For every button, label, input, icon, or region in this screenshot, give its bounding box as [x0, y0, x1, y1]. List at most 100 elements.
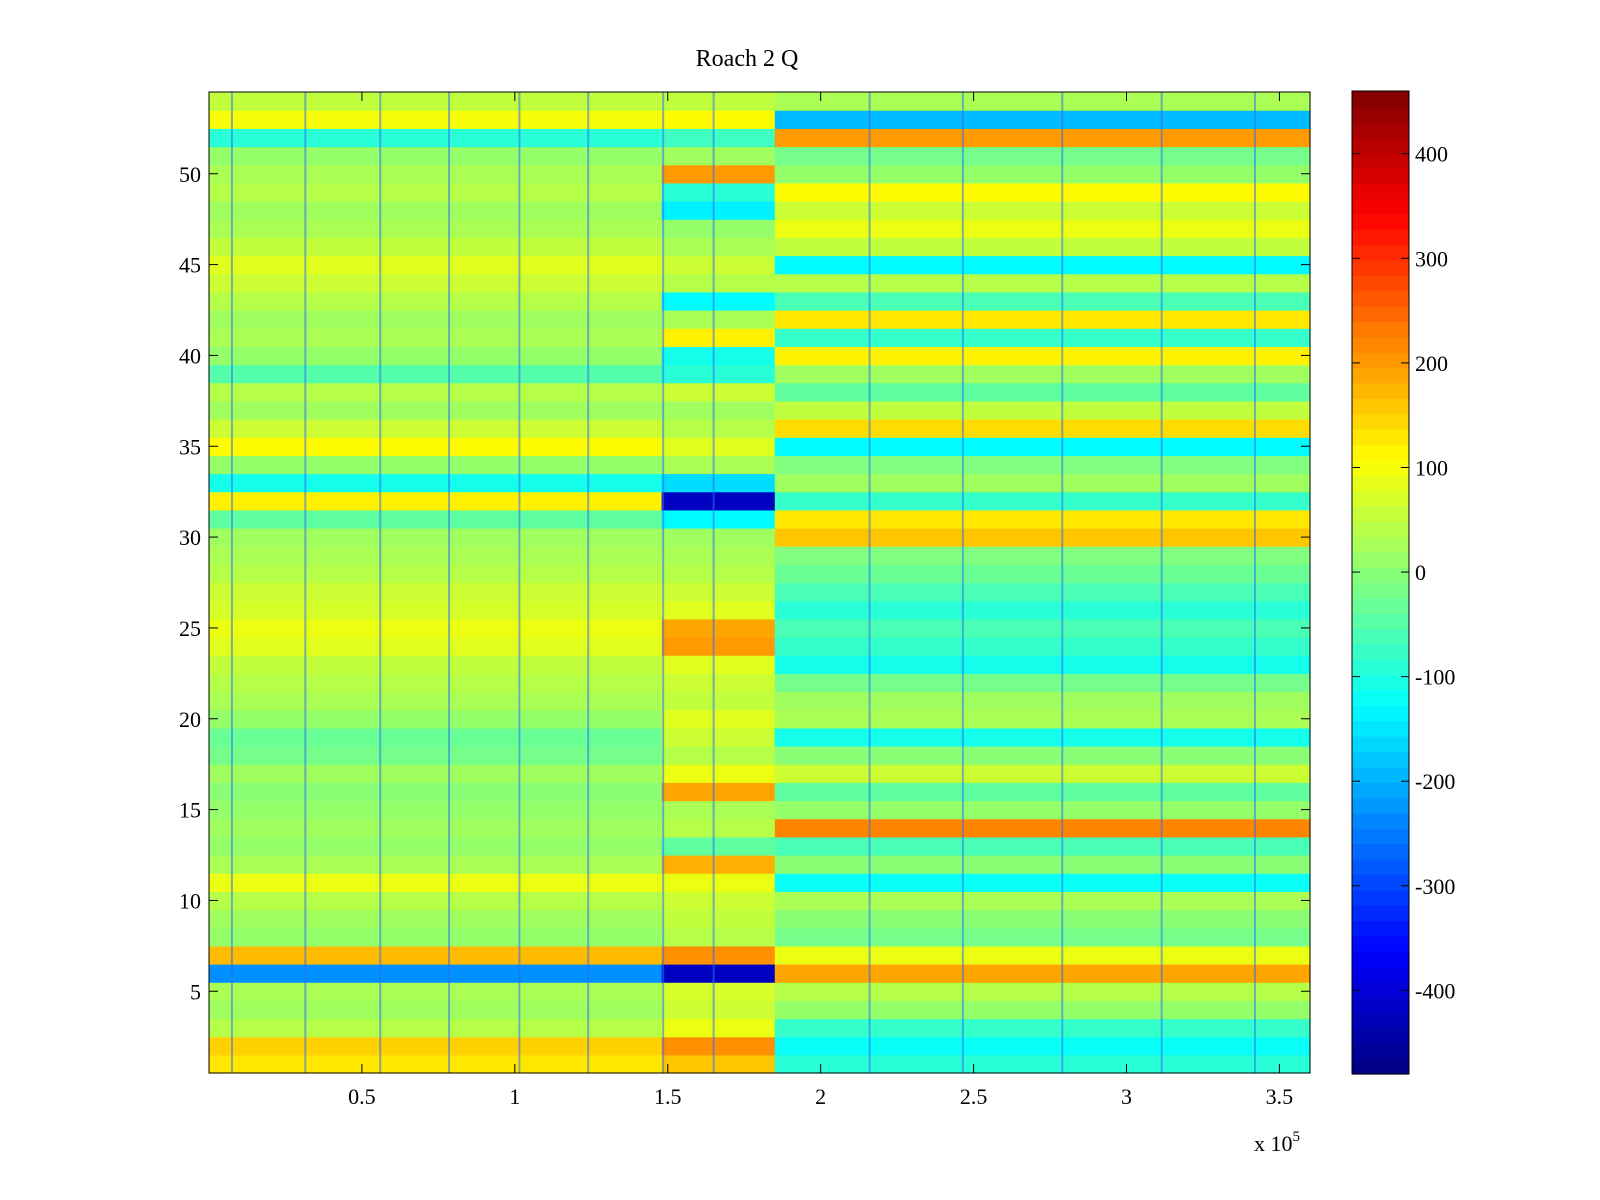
y-tick-label: 15	[179, 798, 201, 823]
colorbar-step	[1352, 705, 1409, 722]
heatmap-cell-ch30-middle	[661, 528, 776, 547]
colorbar-step	[1352, 981, 1409, 998]
colorbar-step	[1352, 828, 1409, 845]
heatmap-cell-ch11-late	[774, 873, 1311, 892]
heatmap-cell-ch15-middle	[661, 800, 776, 820]
heatmap-cell-ch19-early	[209, 727, 663, 747]
heatmap-cell-ch8-middle	[661, 927, 776, 947]
heatmap-cell-ch40-early	[209, 346, 663, 366]
heatmap-cell-ch10-late	[774, 891, 1311, 911]
heatmap-cell-ch20-late	[774, 709, 1311, 729]
heatmap-cell-ch46-middle	[661, 237, 776, 257]
x-tick-label: 3.5	[1266, 1084, 1294, 1109]
heatmap-cell-ch22-late	[774, 673, 1311, 693]
heatmap-cell-ch2-late	[774, 1036, 1311, 1056]
colorbar-step	[1352, 567, 1409, 584]
colorbar-step	[1352, 597, 1409, 614]
colorbar-step	[1352, 106, 1409, 123]
heatmap-cell-ch13-middle	[661, 836, 776, 856]
x-multiplier-exponent: 5	[1293, 1129, 1301, 1145]
heatmap-cell-ch9-early	[209, 909, 663, 929]
colorbar-step	[1352, 321, 1409, 338]
colorbar-tick-label: -400	[1415, 978, 1455, 1003]
heatmap-cell-ch16-late	[774, 782, 1311, 802]
heatmap-cell-ch52-late	[774, 128, 1311, 148]
heatmap-cell-ch21-middle	[661, 691, 776, 711]
heatmap-cell-ch38-early	[209, 382, 663, 402]
colorbar-step	[1352, 628, 1409, 645]
heatmap-cell-ch27-late	[774, 582, 1311, 602]
heatmap-cell-ch19-late	[774, 727, 1311, 747]
heatmap-cell-ch50-middle	[661, 164, 776, 184]
heatmap-cell-ch5-middle	[661, 982, 776, 1001]
heatmap-cell-ch40-late	[774, 346, 1311, 366]
heatmap-cell-ch25-middle	[661, 618, 776, 638]
heatmap-cell-ch34-late	[774, 455, 1311, 475]
colorbar-step	[1352, 997, 1409, 1014]
heatmap-cell-ch1-late	[774, 1054, 1311, 1074]
colorbar-step	[1352, 444, 1409, 461]
heatmap-cell-ch35-middle	[661, 437, 776, 456]
heatmap-cell-ch10-middle	[661, 891, 776, 911]
heatmap-cell-ch15-late	[774, 800, 1311, 820]
heatmap-cell-ch21-late	[774, 691, 1311, 711]
colorbar-step	[1352, 152, 1409, 169]
heatmap-cell-ch54-early	[209, 92, 663, 111]
heatmap-cell-ch7-middle	[661, 945, 776, 965]
heatmap-cell-ch22-middle	[661, 673, 776, 693]
heatmap-cell-ch3-middle	[661, 1018, 776, 1038]
y-tick-label: 50	[179, 162, 201, 187]
heatmap-cell-ch33-late	[774, 473, 1311, 493]
heatmap-cell-ch32-late	[774, 491, 1311, 511]
y-axis: 5 10 15 20 25 30 35 40 45 50	[179, 162, 1310, 1004]
heatmap-cell-ch41-early	[209, 328, 663, 347]
x-tick-label: 2.5	[960, 1084, 988, 1109]
colorbar-step	[1352, 1027, 1409, 1044]
heatmap-cell-ch3-early	[209, 1018, 663, 1038]
heatmap-cell-ch28-late	[774, 564, 1311, 584]
heatmap-cell-ch54-late	[774, 92, 1311, 111]
heatmap-cell-ch1-early	[209, 1054, 663, 1074]
heatmap-cell-ch30-early	[209, 528, 663, 547]
heatmap-cell-ch44-early	[209, 273, 663, 293]
y-tick-label: 5	[190, 979, 201, 1004]
colorbar-step	[1352, 736, 1409, 753]
heatmap-cell-ch14-early	[209, 818, 663, 838]
colorbar-step	[1352, 659, 1409, 676]
colorbar-step	[1352, 613, 1409, 630]
heatmap-cell-ch17-middle	[661, 764, 776, 783]
colorbar-step	[1352, 874, 1409, 891]
colorbar-tick-label: 0	[1415, 560, 1426, 585]
y-tick-label: 10	[179, 888, 201, 913]
heatmap-cell-ch33-early	[209, 473, 663, 493]
heatmap-cell-ch7-early	[209, 945, 663, 965]
colorbar-step	[1352, 490, 1409, 507]
heatmap-cell-ch18-early	[209, 746, 663, 765]
colorbar-step	[1352, 935, 1409, 952]
heatmap-cell-ch6-late	[774, 964, 1311, 983]
heatmap-cell-ch17-early	[209, 764, 663, 783]
heatmap-cell-ch49-early	[209, 182, 663, 202]
heatmap-cell-ch37-late	[774, 400, 1311, 420]
colorbar-step	[1352, 643, 1409, 660]
heatmap-cell-ch51-late	[774, 146, 1311, 166]
colorbar-step	[1352, 551, 1409, 568]
colorbar-step	[1352, 367, 1409, 384]
heatmap-cell-ch16-early	[209, 782, 663, 802]
heatmap-cell-ch42-middle	[661, 310, 776, 329]
x-multiplier-base: x 10	[1254, 1131, 1293, 1156]
heatmap-area	[209, 92, 1311, 1074]
heatmap-cell-ch26-middle	[661, 600, 776, 620]
colorbar-tick-label: 400	[1415, 142, 1448, 167]
colorbar-tick-label: -200	[1415, 769, 1455, 794]
heatmap-cell-ch42-early	[209, 310, 663, 329]
heatmap-cell-ch54-middle	[661, 92, 776, 111]
heatmap-cell-ch20-early	[209, 709, 663, 729]
heatmap-cell-ch9-middle	[661, 909, 776, 929]
heatmap-cell-ch31-early	[209, 509, 663, 529]
heatmap-cell-ch9-late	[774, 909, 1311, 929]
heatmap-cell-ch18-late	[774, 746, 1311, 765]
heatmap-cell-ch44-middle	[661, 273, 776, 293]
colorbar-step	[1352, 459, 1409, 476]
heatmap-cell-ch1-middle	[661, 1054, 776, 1074]
